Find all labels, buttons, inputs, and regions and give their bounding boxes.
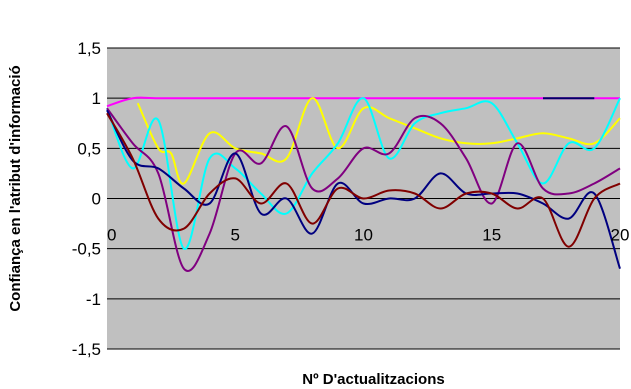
y-tick-label: -1 bbox=[86, 290, 101, 309]
y-tick-label: 1 bbox=[92, 89, 101, 108]
x-axis-title: Nº D'actualitzacions bbox=[302, 371, 444, 388]
y-tick-label: -0,5 bbox=[72, 240, 101, 259]
y-axis-title: Confiança en l'atribut d'informació bbox=[7, 65, 24, 311]
y-tick-labels: 1,5 1 0,5 0 -0,5 -1 -1,5 bbox=[72, 39, 101, 359]
x-tick-label: 20 bbox=[611, 226, 630, 245]
x-tick-label: 10 bbox=[354, 226, 373, 245]
y-tick-label: -1,5 bbox=[72, 340, 101, 359]
x-tick-label: 15 bbox=[482, 226, 501, 245]
x-tick-label: 5 bbox=[231, 226, 240, 245]
y-tick-label: 1,5 bbox=[77, 39, 101, 58]
y-tick-label: 0 bbox=[92, 190, 101, 209]
y-tick-label: 0,5 bbox=[77, 139, 101, 158]
x-tick-label: 0 bbox=[107, 226, 116, 245]
